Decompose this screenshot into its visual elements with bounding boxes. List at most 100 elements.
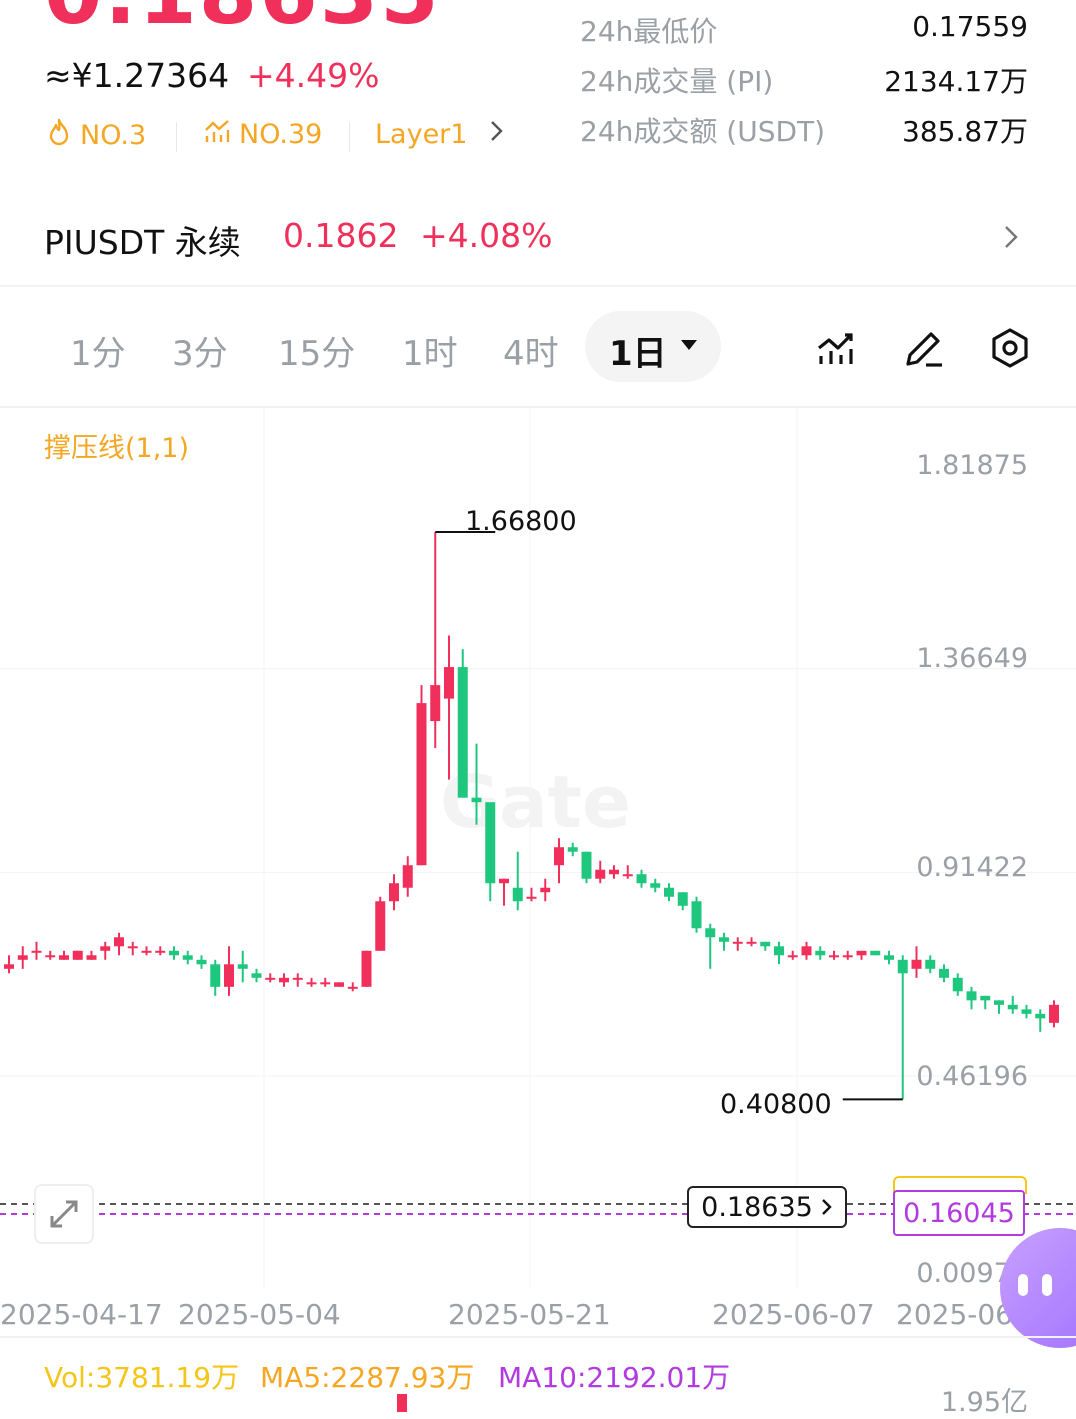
candle-body [1021,1009,1032,1014]
contract-name: PIUSDT 永续 [44,223,241,262]
timeframe-1m[interactable]: 1分 [70,334,126,374]
candle-body [292,977,303,980]
candle-body [842,955,853,958]
y-axis-label: 0.91422 [916,852,1028,883]
chevron-right-icon [821,1192,833,1223]
candle-body [1035,1013,1046,1019]
candle-body [732,941,743,944]
stat-value-volume: 2134.17万 [884,65,1028,98]
category-tag-layer1[interactable]: Layer1 [375,118,505,151]
candle-body [787,955,798,958]
candle-body [856,950,867,956]
tag-divider [176,122,177,152]
indicators-icon[interactable] [814,326,858,370]
rank-tag-hot[interactable]: NO.3 [46,118,146,153]
volume-value: Vol:3781.19万 [44,1361,240,1394]
support-resistance-indicator-label[interactable]: 撑压线(1,1) [44,433,190,464]
stat-label-low: 24h最低价 [580,15,718,48]
fire-icon [46,118,72,153]
timeframe-4h[interactable]: 4时 [503,334,559,374]
candle-body [774,946,784,956]
timeframe-15m[interactable]: 15分 [278,334,356,374]
bubble-eye [1042,1274,1052,1296]
timeframe-1d-selector[interactable] [585,311,721,382]
candle-body [210,964,221,987]
purple-price-tag: 0.16045 [893,1190,1025,1236]
candle-body [1007,1004,1018,1010]
candle-body [829,955,839,958]
candle-body [237,964,248,969]
timeframe-1h[interactable]: 1时 [402,334,458,374]
trend-chart-icon [203,118,231,151]
candle-body [664,887,674,897]
draw-pen-icon[interactable] [902,326,946,370]
gold-price-marker [893,1176,1027,1194]
candle-body [444,667,454,699]
candle-body [609,869,619,875]
x-axis-label: 2025-04-17 [0,1298,163,1331]
y-axis-label: 0.46196 [916,1061,1028,1092]
candle-body [265,977,276,980]
volume-bar [397,1394,407,1412]
candle-body [306,982,317,985]
candlestick-chart[interactable] [0,408,1076,1412]
current-price-value: 0.18635 [701,1191,813,1223]
candle-body [45,955,56,958]
candle-body [361,950,372,987]
candle-body [897,959,908,974]
stat-value-low: 0.17559 [912,10,1028,43]
timeframe-3m[interactable]: 3分 [172,334,228,374]
candle-body [746,941,757,944]
candle-series [4,530,1059,1101]
candle-body [72,950,83,960]
candle-body [994,1000,1004,1005]
candle-body [952,977,963,992]
candle-body [526,896,537,899]
chart-grid [0,408,1076,1288]
tag-divider [349,122,350,152]
candle-body [31,950,42,953]
x-axis-label: 2025-05-04 [178,1298,341,1331]
candle-body [4,964,14,969]
ma10-value: MA10:2192.01万 [498,1361,731,1394]
candle-body [581,851,592,879]
candle-body [939,968,949,978]
candle-body [347,986,358,989]
candle-body [334,982,344,987]
candle-body [801,946,812,956]
rank-tag-label: NO.39 [239,119,323,150]
expand-chart-button[interactable] [34,1184,94,1244]
caret-down-icon [680,337,698,356]
section-divider [0,285,1076,287]
candle-body [141,950,152,953]
candle-body [155,950,166,953]
candle-body [691,901,702,929]
bubble-eye [1018,1274,1028,1296]
section-divider [0,1336,1076,1338]
candle-body [567,847,578,852]
candle-body [512,887,523,902]
candle-body [925,959,936,969]
perpetual-contract-row[interactable]: PIUSDT 永续 0.1862 +4.08% [0,190,1076,284]
x-axis-label: 2025-05-21 [448,1298,611,1331]
candle-body [251,973,262,978]
contract-change: +4.08% [420,216,553,255]
chevron-right-icon [1002,222,1020,256]
candle-body [402,865,413,888]
candle-body [911,959,922,969]
ma5-value: MA5:2287.93万 [260,1361,475,1394]
volume-axis-label: 1.95亿 [940,1387,1028,1418]
rank-tag-trend[interactable]: NO.39 [203,118,322,151]
candle-body [1049,1004,1059,1023]
candle-body [650,883,661,888]
candle-body [485,802,496,884]
current-price-tag[interactable]: 0.18635 [687,1186,847,1228]
y-axis-label: 1.36649 [916,643,1028,674]
expand-arrows-icon [50,1200,78,1228]
candle-body [430,685,441,722]
y-axis-label: 1.81875 [916,450,1028,481]
settings-hexagon-icon[interactable] [988,326,1032,370]
low-price-annotation: 0.40800 [720,1089,832,1120]
candle-body [320,982,331,985]
candle-body [471,797,482,803]
